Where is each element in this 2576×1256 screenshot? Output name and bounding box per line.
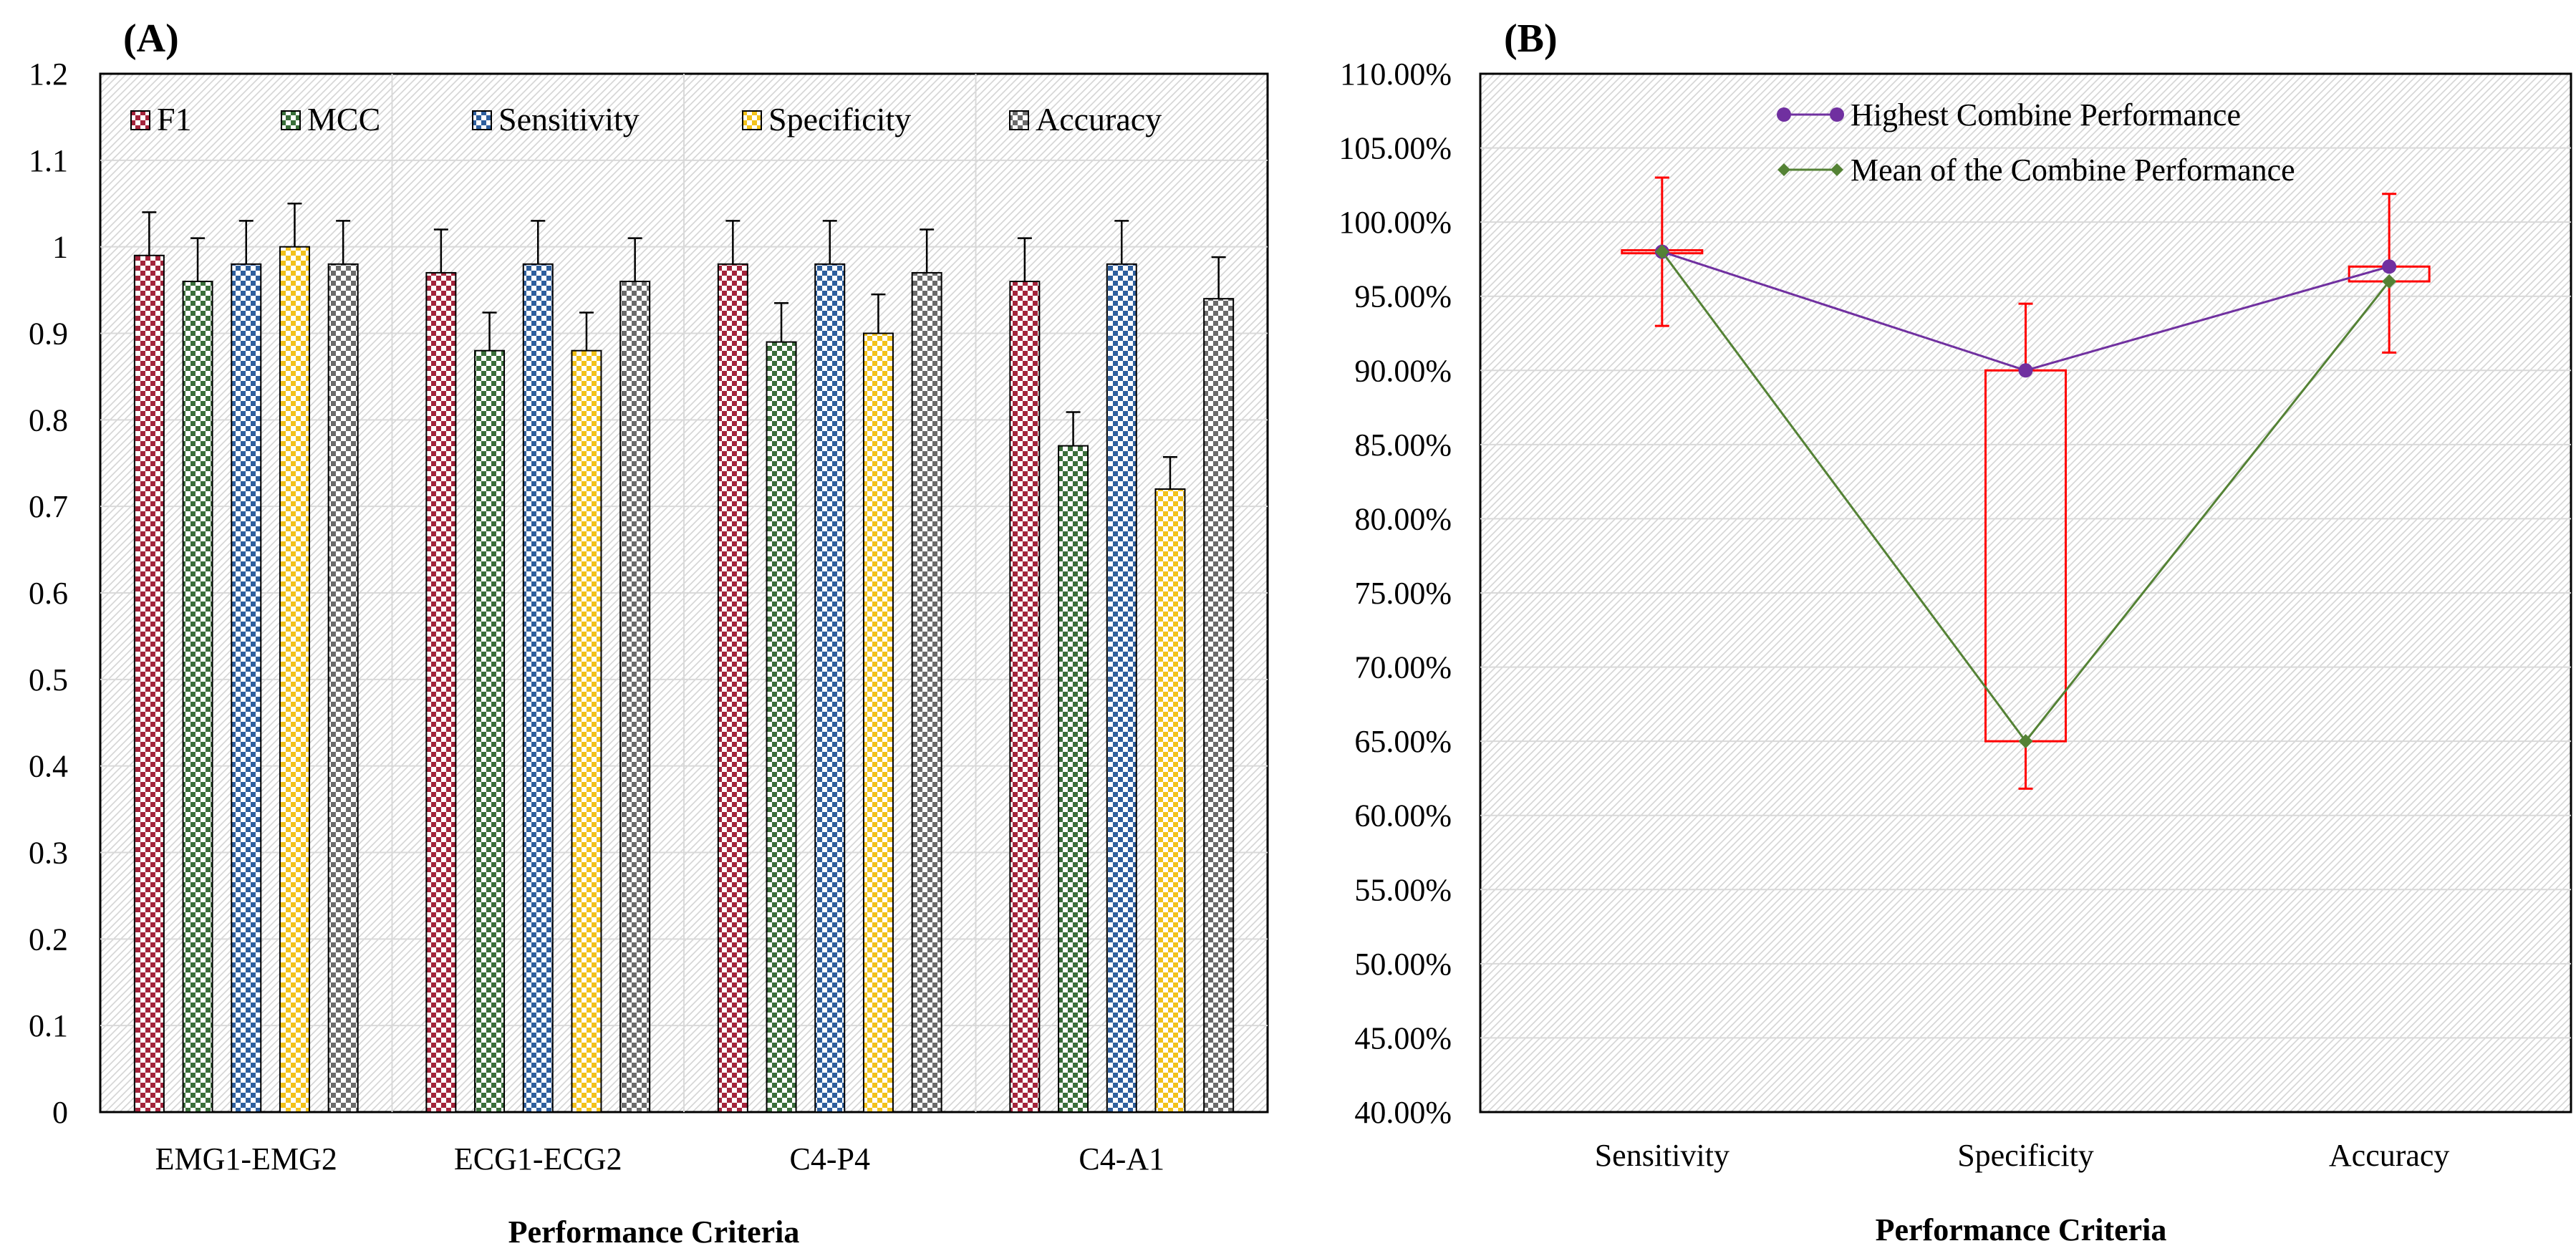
legend-label-mcc: MCC	[307, 101, 380, 137]
point-mean-of-the-combine-performance	[2382, 274, 2397, 289]
y-tick-label: 90.00%	[1354, 353, 1452, 388]
legend-label-specificity: Specificity	[768, 101, 911, 137]
y-tick-label: 95.00%	[1354, 279, 1452, 314]
bar-mcc-c4-a1	[1058, 445, 1089, 1113]
bar-accuracy-ecg1-ecg2	[619, 281, 651, 1113]
panel-a-category-labels: EMG1-EMG2 ECG1-ECG2 C4-P4 C4-A1	[155, 1141, 1164, 1177]
legend-marker	[1830, 107, 1844, 122]
y-tick-label: 0.6	[29, 576, 68, 611]
y-tick-label: 0.4	[29, 749, 68, 784]
y-tick-label: 50.00%	[1354, 947, 1452, 982]
y-tick-label: 55.00%	[1354, 872, 1452, 907]
legend-swatch-mcc	[281, 110, 301, 130]
y-tick-label: 40.00%	[1354, 1095, 1452, 1130]
y-tick-label: 1.1	[29, 143, 68, 178]
y-tick-label: 110.00%	[1340, 57, 1452, 92]
y-tick-label: 60.00%	[1354, 798, 1452, 834]
bar-sensitivity-emg1-emg2	[231, 263, 262, 1113]
panel-a-bar-chart: 0 0.1 0.2 0.3 0.4 0.5 0.6 0.7 0.8 0.9 1 1.1 1.2 EMG1…	[29, 16, 1269, 1250]
category-label-ecg1-ecg2: ECG1-ECG2	[454, 1141, 622, 1177]
panel-b-y-tick-labels: 40.00% 45.00% 50.00% 55.00% 60.00% 65.00% 70.0…	[1338, 57, 1452, 1130]
panel-b-line-chart: 40.00% 45.00% 50.00% 55.00% 60.00% 65.00% 70.0…	[1338, 16, 2572, 1247]
y-tick-label: 45.00%	[1354, 1020, 1452, 1055]
panel-b-series-lines	[1654, 244, 2397, 749]
y-tick-label: 0.5	[29, 662, 68, 697]
bar-specificity-emg1-emg2	[279, 246, 310, 1114]
y-tick-label: 105.00%	[1338, 131, 1452, 166]
y-tick-label: 0	[52, 1095, 68, 1130]
bar-accuracy-c4-p4	[911, 271, 942, 1114]
category-label-specificity: Specificity	[1957, 1138, 2094, 1173]
legend-marker	[1777, 107, 1791, 122]
bar-f1-c4-p4	[717, 263, 748, 1113]
y-tick-label: 1	[52, 230, 68, 265]
legend-swatch-sensitivity	[472, 110, 492, 130]
point-mean-of-the-combine-performance	[1654, 244, 1669, 259]
bar-sensitivity-ecg1-ecg2	[522, 263, 554, 1113]
panel-b-label: (B)	[1504, 16, 1558, 61]
bar-f1-ecg1-ecg2	[425, 271, 457, 1114]
panel-b-legend: Highest Combine Performance Mean of the C…	[1777, 97, 2295, 188]
category-label-sensitivity: Sensitivity	[1595, 1138, 1730, 1173]
panel-b-category-labels: Sensitivity Specificity Accuracy	[1595, 1138, 2450, 1173]
point-highest-combine-performance	[2018, 363, 2033, 378]
bar-mcc-c4-p4	[766, 341, 797, 1113]
y-tick-label: 1.2	[29, 57, 68, 92]
panel-a-y-tick-labels: 0 0.1 0.2 0.3 0.4 0.5 0.6 0.7 0.8 0.9 1 1.1 1.2	[29, 57, 68, 1130]
panel-a-label: (A)	[123, 16, 179, 61]
panel-a-bars	[133, 246, 1235, 1114]
legend-marker	[1830, 163, 1843, 176]
y-tick-label: 0.3	[29, 836, 68, 871]
legend-marker	[1777, 163, 1790, 176]
panel-a-error-bars	[142, 203, 1226, 489]
y-tick-label: 0.2	[29, 922, 68, 957]
y-tick-label: 100.00%	[1338, 205, 1452, 240]
category-label-c4-a1: C4-A1	[1079, 1141, 1164, 1177]
legend-swatch-f1	[130, 110, 150, 130]
category-label-c4-p4: C4-P4	[790, 1141, 870, 1177]
y-tick-label: 70.00%	[1354, 650, 1452, 685]
y-tick-label: 65.00%	[1354, 724, 1452, 759]
legend-label-sensitivity: Sensitivity	[498, 101, 640, 137]
point-highest-combine-performance	[2382, 259, 2397, 274]
bar-sensitivity-c4-a1	[1106, 263, 1137, 1113]
bar-specificity-ecg1-ecg2	[571, 349, 602, 1114]
y-tick-label: 0.9	[29, 317, 68, 352]
bar-f1-c4-a1	[1009, 281, 1041, 1113]
bar-accuracy-c4-a1	[1203, 298, 1235, 1114]
y-tick-label: 75.00%	[1354, 576, 1452, 611]
legend-label-0: Highest Combine Performance	[1851, 97, 2241, 132]
legend-label-f1: F1	[157, 101, 192, 137]
bar-mcc-emg1-emg2	[182, 281, 213, 1113]
point-mean-of-the-combine-performance	[2018, 734, 2033, 749]
panel-b-x-axis-title: Performance Criteria	[1876, 1212, 2167, 1247]
y-tick-label: 0.8	[29, 402, 68, 438]
y-tick-label: 0.1	[29, 1008, 68, 1043]
bar-accuracy-emg1-emg2	[327, 263, 359, 1113]
legend-label-1: Mean of the Combine Performance	[1851, 153, 2295, 188]
y-tick-label: 80.00%	[1354, 501, 1452, 536]
panel-a-x-axis-title: Performance Criteria	[508, 1214, 800, 1250]
legend-label-accuracy: Accuracy	[1036, 101, 1162, 137]
category-label-accuracy: Accuracy	[2329, 1138, 2450, 1173]
legend-swatch-accuracy	[1009, 110, 1029, 130]
legend-swatch-specificity	[742, 110, 762, 130]
bar-mcc-ecg1-ecg2	[474, 349, 506, 1114]
bar-sensitivity-c4-p4	[814, 263, 846, 1113]
panel-a-legend: F1 MCC Sensitivity Specificity Accuracy	[130, 101, 1162, 137]
y-tick-label: 85.00%	[1354, 427, 1452, 463]
y-tick-label: 0.7	[29, 489, 68, 524]
category-label-emg1-emg2: EMG1-EMG2	[155, 1141, 337, 1177]
bar-f1-emg1-emg2	[133, 254, 165, 1113]
bar-specificity-c4-p4	[862, 332, 894, 1113]
bar-specificity-c4-a1	[1154, 488, 1186, 1113]
